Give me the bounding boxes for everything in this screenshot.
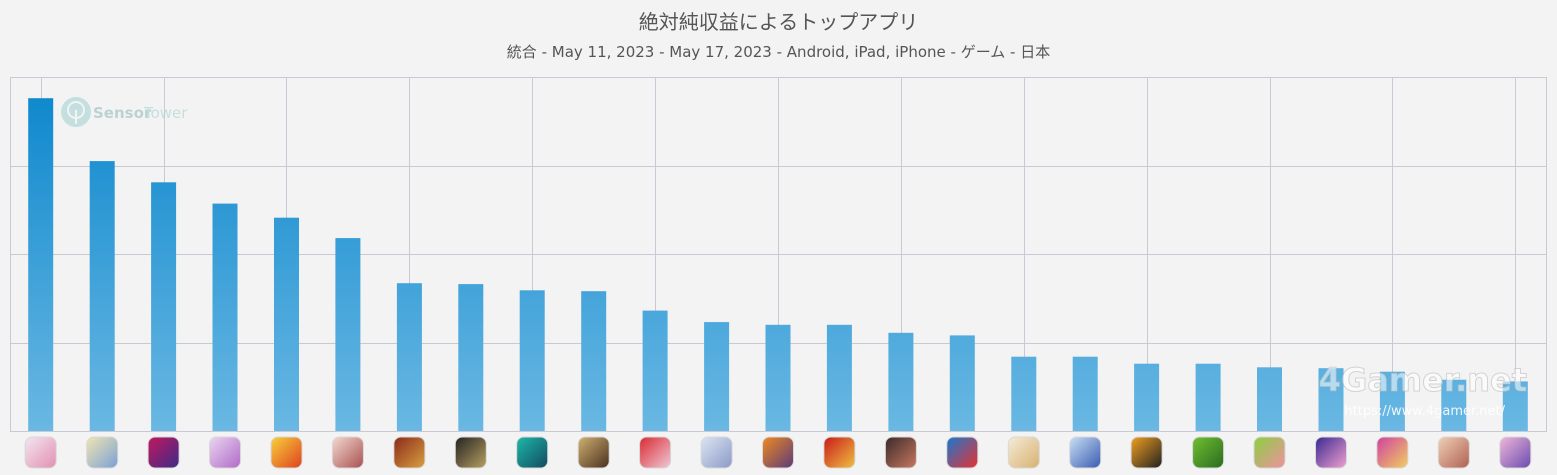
- bar-16[interactable]: [949, 335, 975, 431]
- app-icon-24[interactable]: [1437, 436, 1470, 469]
- app-icon-11[interactable]: [639, 436, 672, 469]
- fourgamer-url: https://www.4gamer.net/: [1344, 404, 1505, 419]
- app-icon-5[interactable]: [270, 436, 303, 469]
- bar-19[interactable]: [1134, 363, 1160, 431]
- app-icon-14[interactable]: [823, 436, 856, 469]
- bar-15[interactable]: [888, 332, 914, 431]
- bars: [28, 98, 1528, 431]
- app-icon-2[interactable]: [86, 436, 119, 469]
- sensortower-wordmark-bold: Sensor: [93, 104, 152, 122]
- bar-22[interactable]: [1318, 368, 1344, 431]
- fourgamer-watermark: 4Gamer.net https://www.4gamer.net/: [1318, 361, 1527, 420]
- bar-18[interactable]: [1072, 356, 1098, 431]
- bar-12[interactable]: [704, 322, 730, 431]
- app-icon-25[interactable]: [1499, 436, 1532, 469]
- sensortower-logo-icon: [61, 97, 91, 127]
- bar-2[interactable]: [89, 161, 115, 431]
- app-icon-13[interactable]: [762, 436, 794, 469]
- app-icons: [24, 436, 1532, 469]
- bar-10[interactable]: [581, 291, 607, 431]
- bar-13[interactable]: [765, 324, 791, 431]
- app-icon-21[interactable]: [1253, 436, 1286, 469]
- app-icon-6[interactable]: [331, 436, 364, 469]
- bar-7[interactable]: [396, 283, 422, 431]
- bar-6[interactable]: [335, 238, 361, 431]
- app-icon-12[interactable]: [700, 436, 733, 469]
- app-icon-7[interactable]: [393, 436, 426, 469]
- fourgamer-logo: 4Gamer.net: [1319, 361, 1527, 399]
- bar-20[interactable]: [1195, 363, 1221, 431]
- bar-5[interactable]: [274, 217, 299, 431]
- app-icon-16[interactable]: [946, 436, 979, 469]
- app-icon-22[interactable]: [1315, 436, 1347, 469]
- app-icon-20[interactable]: [1192, 436, 1225, 469]
- app-icon-9[interactable]: [516, 436, 549, 469]
- bar-25[interactable]: [1502, 381, 1528, 431]
- app-icon-17[interactable]: [1007, 436, 1040, 469]
- bar-3[interactable]: [151, 182, 177, 431]
- app-icon-19[interactable]: [1130, 436, 1163, 469]
- chart-subtitle: 統合 - May 11, 2023 - May 17, 2023 - Andro…: [506, 43, 1051, 61]
- app-icon-23[interactable]: [1376, 436, 1409, 469]
- bar-24[interactable]: [1441, 379, 1467, 431]
- app-icon-3[interactable]: [147, 436, 180, 469]
- bar-11[interactable]: [642, 310, 668, 431]
- bar-23[interactable]: [1379, 371, 1405, 431]
- bar-17[interactable]: [1011, 356, 1037, 431]
- bar-21[interactable]: [1257, 367, 1282, 431]
- app-icon-1[interactable]: [24, 436, 57, 469]
- app-icon-8[interactable]: [454, 436, 487, 469]
- app-icon-18[interactable]: [1069, 436, 1102, 469]
- app-icon-4[interactable]: [209, 436, 241, 469]
- app-icon-10[interactable]: [577, 436, 610, 469]
- bar-14[interactable]: [826, 324, 852, 431]
- sensortower-wordmark-light: Tower: [143, 104, 188, 122]
- bar-8[interactable]: [458, 284, 484, 431]
- bar-4[interactable]: [212, 203, 238, 431]
- bar-1[interactable]: [28, 98, 54, 431]
- bar-9[interactable]: [519, 290, 545, 431]
- app-icon-15[interactable]: [884, 436, 917, 469]
- chart-title: 絶対純収益によるトップアプリ: [638, 10, 919, 34]
- sensortower-watermark: Sensor Tower: [61, 97, 188, 127]
